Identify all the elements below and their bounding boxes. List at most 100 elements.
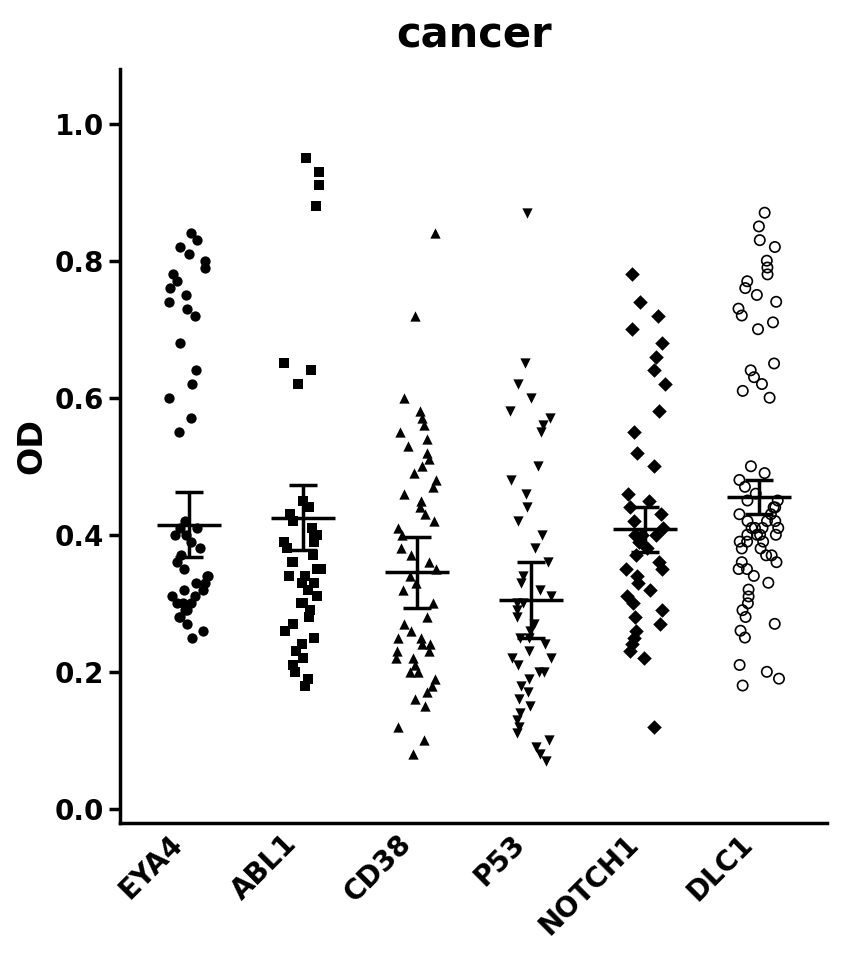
Point xyxy=(390,650,403,666)
Point xyxy=(511,376,525,392)
Point xyxy=(653,616,667,631)
Point xyxy=(756,534,770,549)
Point xyxy=(423,644,436,659)
Point xyxy=(758,465,771,480)
Point xyxy=(770,294,783,309)
Point xyxy=(185,630,199,646)
Point xyxy=(742,582,755,597)
Title: cancer: cancer xyxy=(396,15,552,57)
Point xyxy=(650,527,663,542)
Point xyxy=(754,527,767,542)
Point xyxy=(429,225,442,241)
Point xyxy=(510,712,524,728)
Point xyxy=(523,623,536,638)
Point xyxy=(394,541,408,556)
Point xyxy=(303,603,317,618)
Point xyxy=(740,274,754,289)
Point xyxy=(621,589,634,605)
Point xyxy=(391,719,404,734)
Point xyxy=(199,575,212,590)
Point xyxy=(655,335,669,350)
Point xyxy=(529,739,542,754)
Point xyxy=(527,616,541,631)
Point xyxy=(736,678,749,693)
Point xyxy=(198,253,211,268)
Point xyxy=(510,726,524,741)
Point xyxy=(173,240,187,255)
Point xyxy=(184,534,197,549)
Point xyxy=(418,698,432,713)
Point xyxy=(736,383,749,398)
Point xyxy=(277,534,290,549)
Point xyxy=(769,514,782,529)
Point xyxy=(750,287,764,303)
Point xyxy=(189,589,202,605)
Point xyxy=(312,164,326,180)
Point xyxy=(428,514,441,529)
Point xyxy=(760,253,774,268)
Point xyxy=(429,562,443,577)
Point xyxy=(409,575,423,590)
Point xyxy=(284,506,297,521)
Point xyxy=(408,465,421,480)
Point xyxy=(535,527,548,542)
Point xyxy=(650,349,663,364)
Point xyxy=(420,685,434,700)
Point xyxy=(296,575,309,590)
Point xyxy=(171,596,184,611)
Point xyxy=(412,664,425,679)
Point xyxy=(655,603,669,618)
Point xyxy=(529,541,542,556)
Point xyxy=(732,562,745,577)
Point xyxy=(521,685,535,700)
Point xyxy=(653,555,666,570)
Point xyxy=(514,678,528,693)
Point xyxy=(520,499,534,515)
Point xyxy=(765,548,778,563)
Point xyxy=(415,411,429,426)
Point xyxy=(184,596,198,611)
Point xyxy=(540,753,553,769)
Point xyxy=(403,664,417,679)
Point xyxy=(278,623,291,638)
Point xyxy=(512,691,525,707)
Point xyxy=(196,582,210,597)
Point xyxy=(173,609,187,625)
Point xyxy=(523,671,536,687)
Point xyxy=(769,527,782,542)
Point xyxy=(741,514,754,529)
Point xyxy=(176,596,189,611)
Point xyxy=(286,657,300,672)
Point xyxy=(174,548,188,563)
Point xyxy=(760,260,774,275)
Point xyxy=(390,644,403,659)
Point xyxy=(179,603,192,618)
Point xyxy=(740,534,754,549)
Point xyxy=(628,609,642,625)
Point xyxy=(512,719,525,734)
Point xyxy=(516,596,530,611)
Point xyxy=(428,671,441,687)
Point xyxy=(735,555,749,570)
Point xyxy=(188,308,201,323)
Point xyxy=(733,657,746,672)
Point xyxy=(298,678,312,693)
Point xyxy=(619,562,632,577)
Point xyxy=(543,411,557,426)
Point xyxy=(298,568,312,584)
Point xyxy=(397,486,411,501)
Point xyxy=(657,520,670,536)
Point xyxy=(533,747,546,762)
Point xyxy=(535,424,548,439)
Point xyxy=(733,534,747,549)
Point xyxy=(740,562,754,577)
Point xyxy=(766,315,780,330)
Point xyxy=(197,623,210,638)
Point xyxy=(413,630,427,646)
Point xyxy=(286,555,300,570)
Point xyxy=(523,644,536,659)
Point xyxy=(397,616,411,631)
Point xyxy=(768,616,781,631)
Point xyxy=(420,445,434,460)
Point xyxy=(752,219,765,234)
